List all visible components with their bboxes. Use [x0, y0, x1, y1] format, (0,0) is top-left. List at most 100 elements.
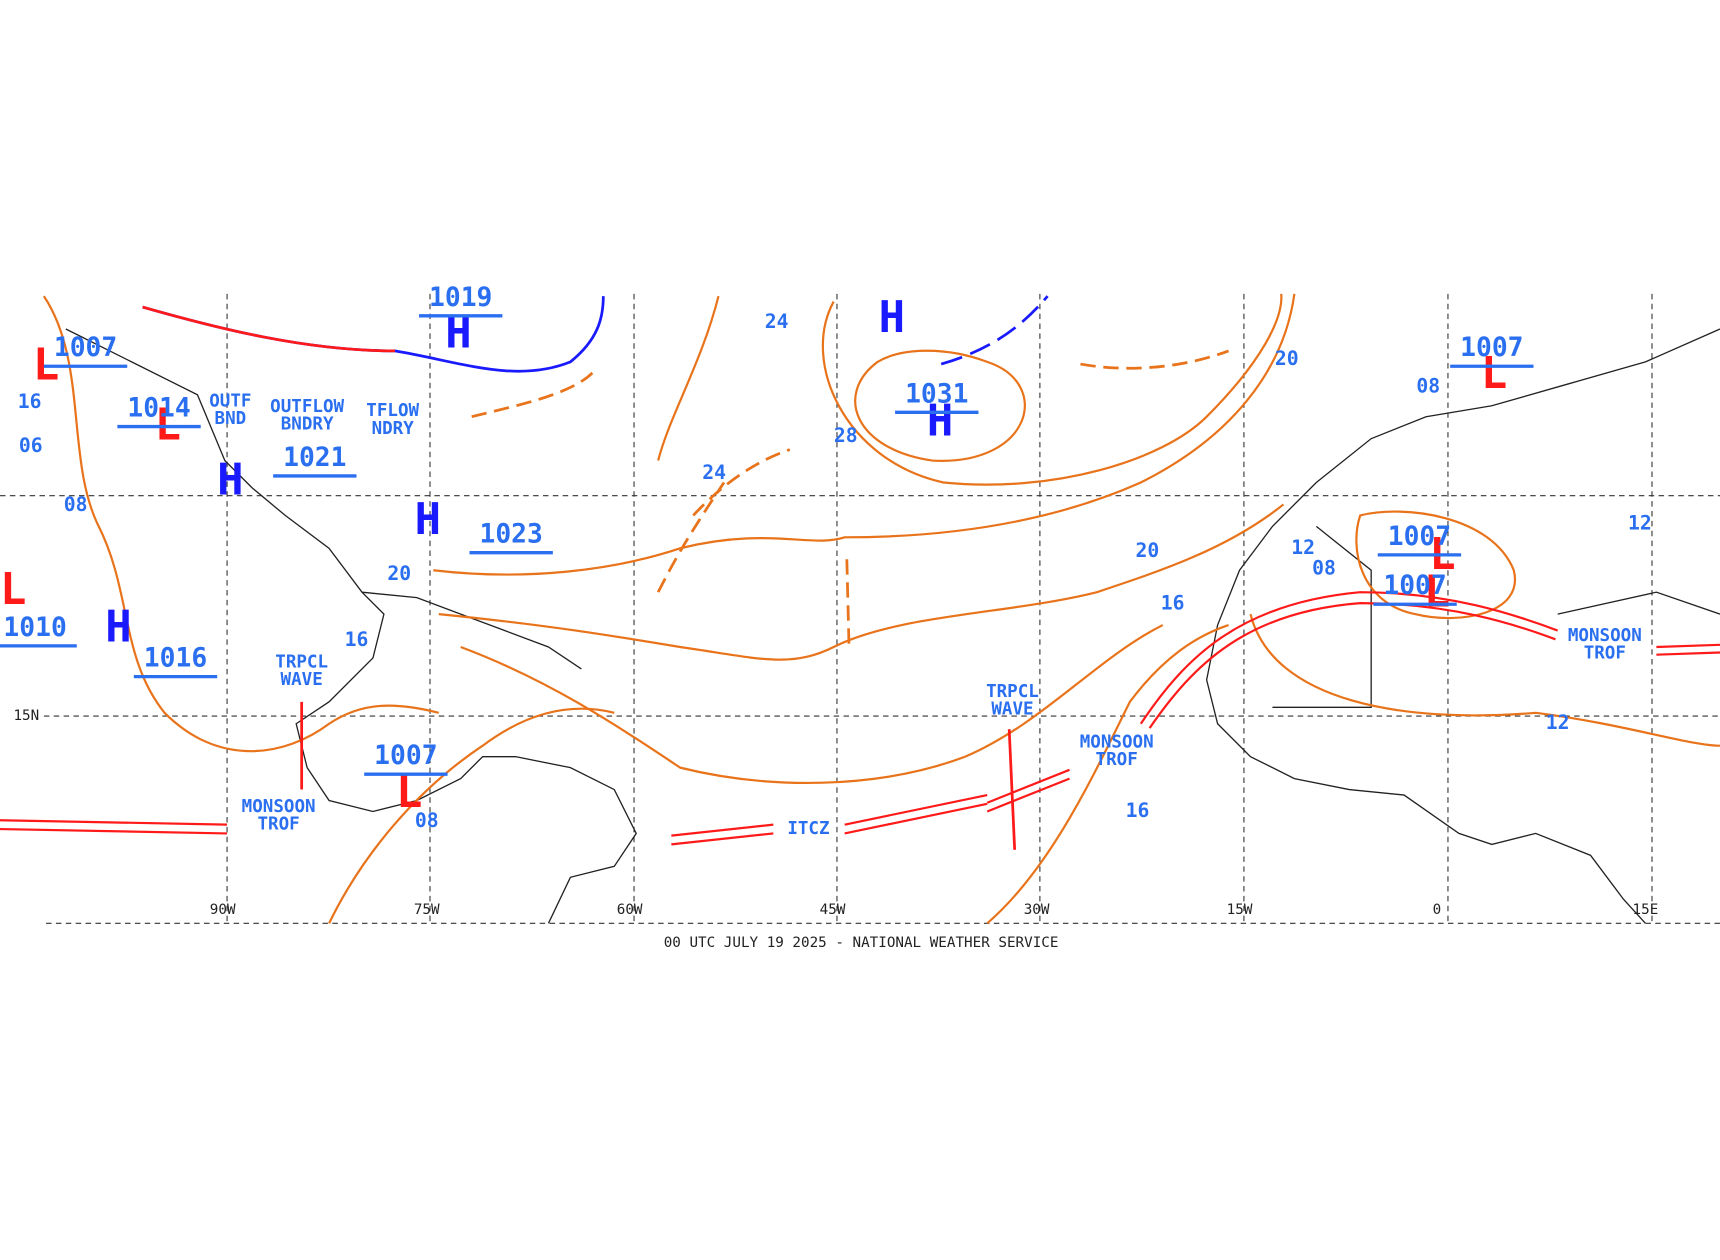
feature-label: TRPCL	[986, 682, 1039, 702]
isobar	[460, 624, 1164, 785]
low-symbol: L	[1424, 566, 1450, 617]
monsoon-trough	[0, 819, 228, 835]
coastline	[361, 591, 582, 670]
trough	[1080, 349, 1230, 370]
isobar	[433, 293, 1296, 576]
central-pressure: 1023	[479, 520, 542, 550]
feature-label: ITCZ	[787, 819, 829, 839]
tropical-wave	[1007, 729, 1017, 850]
itcz	[671, 768, 1070, 846]
central-pressure: 1010	[3, 613, 66, 643]
central-pressure: 1014	[127, 394, 190, 424]
longitude-label: 75W	[414, 902, 440, 918]
feature-label: TROF	[1096, 750, 1138, 770]
isobar-label: 16	[18, 390, 42, 413]
trough	[471, 371, 594, 419]
longitude-label: 45W	[820, 902, 846, 918]
central-pressure: 1007	[1388, 522, 1451, 552]
trough	[845, 559, 851, 648]
coastlines	[65, 328, 1720, 924]
coastline	[65, 328, 637, 924]
high-symbol: H	[217, 455, 243, 506]
isobar-label: 24	[765, 310, 789, 333]
central-pressure: 1019	[429, 283, 492, 313]
high-symbol: H	[105, 601, 131, 652]
isobar-label: 20	[387, 562, 411, 585]
isobar-label: 16	[1161, 592, 1185, 615]
longitude-label: 0	[1433, 902, 1442, 918]
feature-label: MONSOON	[1080, 732, 1154, 752]
monsoon-trough	[1139, 591, 1559, 725]
longitude-label: 60W	[617, 902, 643, 918]
feature-label: BNDRY	[281, 414, 334, 434]
isobar-label: 12	[1291, 536, 1315, 559]
isobar-label: 20	[1275, 347, 1299, 370]
border	[1272, 525, 1372, 708]
high-symbol: H	[927, 395, 953, 446]
longitude-label: 15E	[1633, 902, 1659, 918]
central-pressure: 1007	[54, 333, 117, 363]
isobar-label: 06	[19, 434, 43, 457]
footer: 00 UTC JULY 19 2025 - NATIONAL WEATHER S…	[664, 935, 1059, 951]
isobar-label: 08	[1312, 557, 1336, 580]
feature-label: OUTFLOW	[270, 397, 344, 417]
low-symbol: L	[1481, 348, 1507, 399]
warm-front	[142, 305, 395, 353]
feature-label: BND	[215, 409, 247, 429]
isobar	[821, 293, 1283, 486]
central-pressure: 1016	[144, 644, 207, 674]
isobar	[657, 295, 720, 461]
high-symbol: H	[879, 292, 905, 343]
isobar-label: 12	[1546, 711, 1570, 734]
longitude-label: 15W	[1227, 902, 1253, 918]
feature-label: MONSOON	[1568, 626, 1642, 646]
border	[1557, 591, 1720, 615]
central-pressure: 1031	[905, 379, 968, 409]
isobar-label: 08	[1416, 375, 1440, 398]
longitude-label: 90W	[210, 902, 236, 918]
grid	[0, 293, 1720, 924]
feature-label: TFLOW	[366, 401, 419, 421]
isobar	[854, 349, 1026, 462]
feature-label: NDRY	[372, 419, 415, 439]
coastline	[1205, 328, 1720, 924]
feature-label: MONSOON	[242, 797, 316, 817]
longitude-label: 30W	[1024, 902, 1050, 918]
red-features	[0, 591, 1720, 850]
isobar	[438, 503, 1285, 661]
isobar-label: 24	[702, 461, 726, 484]
isobar	[42, 295, 440, 753]
central-pressure: 1007	[374, 741, 437, 771]
isobar-label: 20	[1136, 539, 1160, 562]
isobar-label: 16	[345, 628, 369, 651]
isobar-label: 16	[1126, 799, 1150, 822]
isobar	[328, 707, 615, 924]
feature-label: WAVE	[281, 670, 323, 690]
low-symbol: L	[0, 564, 26, 615]
isobar-label: 08	[415, 809, 439, 832]
isobars	[42, 293, 1720, 925]
monsoon-trough	[1656, 643, 1720, 656]
fronts	[142, 295, 1049, 373]
isobar	[1355, 510, 1517, 620]
feature-label: TROF	[258, 815, 300, 835]
cold-front	[940, 295, 1049, 366]
isobar-label: 28	[834, 424, 858, 447]
feature-label: WAVE	[991, 700, 1033, 720]
isobar-label: 12	[1628, 512, 1652, 535]
isobar	[1249, 613, 1720, 747]
central-pressure: 1007	[1460, 333, 1523, 363]
isobar	[986, 624, 1229, 925]
feature-label: TROF	[1584, 644, 1626, 664]
feature-label: TRPCL	[275, 652, 328, 672]
central-pressure: 1007	[1383, 571, 1446, 601]
central-pressure: 1021	[283, 443, 346, 473]
high-symbol: H	[415, 494, 441, 545]
monsoon-trough	[1148, 602, 1556, 729]
isobar-label: 08	[64, 493, 88, 516]
trough	[692, 448, 791, 517]
latitude-label: 15N	[13, 708, 39, 724]
